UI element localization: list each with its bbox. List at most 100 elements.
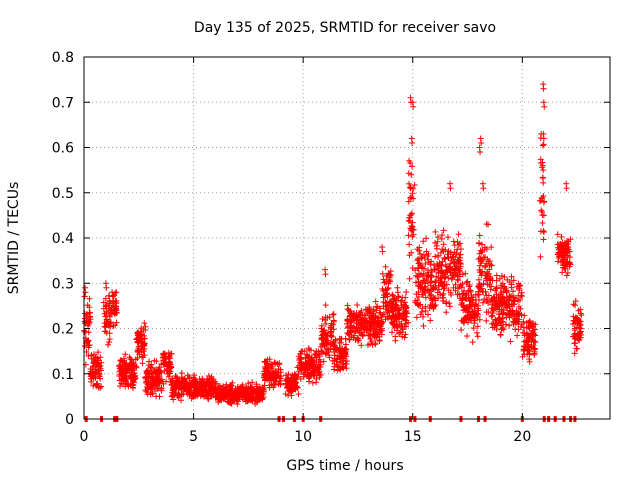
data-point — [192, 388, 199, 395]
data-point — [140, 348, 147, 355]
data-point — [297, 375, 304, 382]
data-point — [354, 302, 361, 309]
data-point — [407, 160, 414, 167]
data-point — [148, 361, 155, 368]
data-point — [311, 367, 318, 374]
data-point — [86, 341, 93, 348]
data-point — [102, 295, 109, 302]
data-point — [434, 238, 441, 245]
data-point — [372, 341, 379, 348]
data-point — [82, 289, 89, 296]
data-point — [439, 297, 446, 304]
data-points — [81, 81, 585, 422]
data-point — [325, 348, 332, 355]
data-point — [253, 381, 260, 388]
data-point — [385, 285, 392, 292]
data-point — [85, 342, 92, 349]
data-point — [103, 316, 110, 323]
data-point — [160, 380, 167, 387]
data-point — [331, 360, 338, 367]
data-point — [222, 384, 229, 391]
data-point — [139, 353, 146, 360]
data-point — [408, 171, 415, 178]
data-point — [239, 396, 246, 403]
data-point — [428, 291, 435, 298]
data-point — [427, 317, 434, 324]
data-point — [283, 380, 290, 387]
data-point — [362, 312, 369, 319]
data-point — [284, 376, 291, 383]
data-point — [366, 304, 373, 311]
data-point — [296, 357, 303, 364]
data-point — [322, 314, 329, 321]
data-point — [392, 337, 399, 344]
data-point — [442, 262, 449, 269]
data-point — [245, 380, 252, 387]
data-point — [399, 326, 406, 333]
data-point — [153, 393, 160, 400]
data-point — [515, 326, 522, 333]
data-point — [485, 309, 492, 316]
data-point — [164, 370, 171, 377]
data-point — [90, 359, 97, 366]
data-point — [446, 300, 453, 307]
data-point — [402, 331, 409, 338]
data-point — [433, 242, 440, 249]
data-point — [159, 354, 166, 361]
data-point — [370, 325, 377, 332]
data-point — [123, 375, 130, 382]
data-point — [439, 283, 446, 290]
data-point — [169, 392, 176, 399]
data-point — [481, 246, 488, 253]
data-point — [476, 316, 483, 323]
data-point — [160, 350, 167, 357]
data-point — [376, 337, 383, 344]
data-point — [478, 139, 485, 146]
data-point — [117, 357, 124, 364]
data-point — [396, 330, 403, 337]
data-point — [396, 310, 403, 317]
data-point — [154, 370, 161, 377]
data-point — [124, 364, 131, 371]
data-point — [416, 301, 423, 308]
data-point — [225, 399, 232, 406]
data-point — [497, 285, 504, 292]
data-point — [380, 303, 387, 310]
data-point — [458, 326, 465, 333]
data-point — [371, 334, 378, 341]
data-point — [506, 322, 513, 329]
y-tick-label: 0.7 — [52, 95, 74, 111]
data-point — [305, 358, 312, 365]
data-point — [138, 331, 145, 338]
data-point — [462, 314, 469, 321]
data-point — [393, 323, 400, 330]
data-point — [173, 375, 180, 382]
data-point — [129, 359, 136, 366]
data-point — [427, 274, 434, 281]
data-point — [390, 296, 397, 303]
data-point — [406, 180, 413, 187]
y-axis-label: SRMTID / TECUs — [6, 182, 22, 295]
data-point — [435, 269, 442, 276]
data-point — [434, 289, 441, 296]
data-point — [318, 322, 325, 329]
data-point — [470, 313, 477, 320]
data-point — [344, 317, 351, 324]
data-point — [345, 323, 352, 330]
data-point — [476, 281, 483, 288]
data-point — [438, 279, 445, 286]
data-point — [379, 248, 386, 255]
data-point — [430, 305, 437, 312]
data-point — [120, 376, 127, 383]
data-point — [229, 379, 236, 386]
data-point — [488, 262, 495, 269]
data-point — [380, 310, 387, 317]
data-point — [452, 287, 459, 294]
data-point — [441, 256, 448, 263]
data-point — [411, 181, 418, 188]
data-point — [405, 232, 412, 239]
data-point — [337, 347, 344, 354]
data-point — [93, 382, 100, 389]
data-point — [329, 311, 336, 318]
data-point — [540, 167, 547, 174]
